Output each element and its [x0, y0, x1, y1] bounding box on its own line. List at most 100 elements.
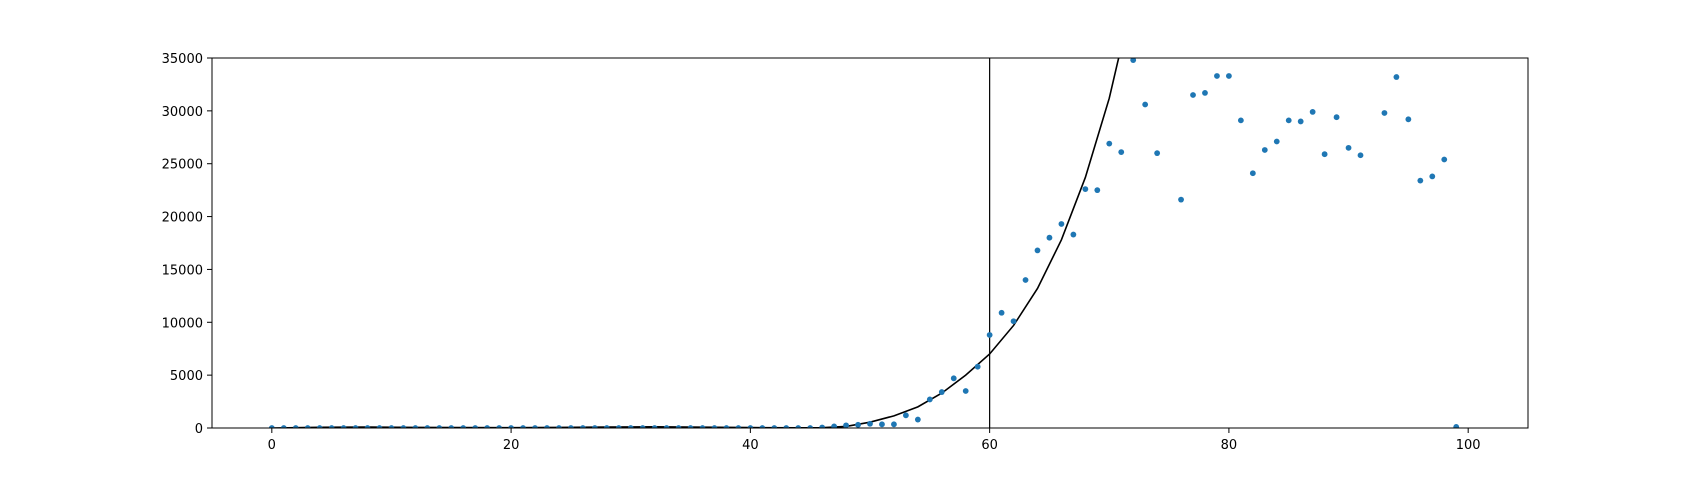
- data-point: [1441, 156, 1448, 163]
- data-point: [1417, 177, 1424, 184]
- y-tick-label: 20000: [162, 211, 203, 226]
- data-point: [699, 425, 706, 428]
- data-point: [1297, 118, 1304, 125]
- data-point: [448, 425, 455, 428]
- data-point: [1190, 92, 1196, 98]
- data-point: [735, 425, 742, 428]
- y-tick-label: 5000: [170, 369, 203, 384]
- data-point: [436, 425, 443, 428]
- data-point: [675, 425, 682, 428]
- data-point: [328, 425, 335, 428]
- data-point: [591, 425, 598, 428]
- data-point: [627, 425, 634, 428]
- data-point: [280, 425, 287, 428]
- data-point: [819, 424, 826, 428]
- y-tick-label: 30000: [162, 105, 203, 120]
- data-point: [902, 412, 909, 419]
- data-point: [1130, 58, 1137, 64]
- data-point: [352, 425, 359, 428]
- data-point: [532, 425, 538, 428]
- y-tick-label: 25000: [162, 158, 203, 173]
- data-point: [615, 425, 622, 428]
- x-tick-label: 80: [1221, 438, 1238, 453]
- data-point: [639, 425, 646, 428]
- data-point: [579, 425, 586, 428]
- data-point: [1453, 424, 1460, 428]
- data-point: [783, 425, 790, 428]
- data-point: [747, 425, 754, 428]
- data-point: [1070, 231, 1077, 238]
- data-point: [412, 425, 419, 428]
- data-point: [472, 425, 479, 428]
- data-point: [1357, 152, 1364, 159]
- data-point: [1058, 221, 1065, 227]
- data-point: [831, 423, 838, 428]
- data-point: [556, 425, 562, 428]
- data-point: [687, 425, 694, 428]
- data-point: [1034, 247, 1041, 254]
- x-tick-label: 20: [503, 438, 520, 453]
- data-point: [986, 332, 993, 338]
- data-point: [1214, 73, 1220, 79]
- data-point: [1249, 170, 1256, 177]
- data-point: [292, 425, 299, 428]
- data-point: [891, 421, 897, 428]
- data-point: [268, 425, 275, 428]
- data-point: [950, 375, 957, 382]
- data-point: [1429, 173, 1436, 180]
- data-point: [340, 425, 347, 428]
- data-point: [508, 425, 514, 428]
- data-point: [544, 425, 550, 428]
- y-tick-label: 0: [195, 422, 203, 437]
- data-point: [962, 388, 969, 394]
- data-point: [520, 425, 526, 428]
- data-point: [460, 425, 467, 428]
- data-point: [1154, 150, 1161, 157]
- data-point: [1094, 187, 1101, 194]
- data-point: [1118, 149, 1125, 155]
- data-point: [1178, 196, 1184, 203]
- data-point: [998, 309, 1005, 316]
- data-point: [914, 416, 921, 423]
- data-point: [759, 425, 766, 428]
- data-point: [1106, 140, 1113, 147]
- data-point: [1022, 277, 1029, 283]
- x-tick-label: 60: [981, 438, 998, 453]
- axes-frame: [211, 57, 1529, 429]
- y-tick-label: 15000: [162, 263, 203, 278]
- data-point: [603, 425, 610, 428]
- data-point: [1333, 114, 1340, 121]
- data-point: [1309, 109, 1316, 115]
- data-point: [400, 425, 407, 428]
- y-tick-label: 10000: [162, 316, 203, 331]
- data-point: [843, 422, 849, 428]
- data-point: [424, 425, 431, 428]
- data-point: [974, 363, 981, 370]
- data-point: [304, 425, 311, 428]
- tick-labels: 0 20 40 60 80 100 0 5000 10000 15000 20000 25000 300…: [162, 52, 1481, 453]
- data-point: [795, 425, 802, 428]
- data-point: [807, 425, 814, 428]
- data-point: [1010, 318, 1017, 325]
- data-point: [1046, 234, 1053, 241]
- data-point: [723, 425, 730, 428]
- data-point: [1082, 186, 1089, 192]
- data-point: [376, 425, 383, 428]
- data-point: [879, 421, 885, 428]
- data-point: [1321, 151, 1328, 158]
- y-tick-label: 35000: [162, 52, 203, 67]
- data-point: [1381, 110, 1388, 116]
- data-point: [1226, 73, 1232, 79]
- x-tick-label: 100: [1456, 438, 1481, 453]
- data-point: [771, 425, 778, 428]
- data-point: [711, 425, 718, 428]
- data-point: [926, 396, 933, 403]
- data-point: [1237, 117, 1244, 124]
- data-point: [1393, 74, 1400, 80]
- data-point: [496, 425, 503, 428]
- data-point: [1405, 116, 1412, 123]
- axes: [207, 57, 1529, 433]
- x-tick-label: 40: [742, 438, 759, 453]
- data-point: [855, 421, 861, 428]
